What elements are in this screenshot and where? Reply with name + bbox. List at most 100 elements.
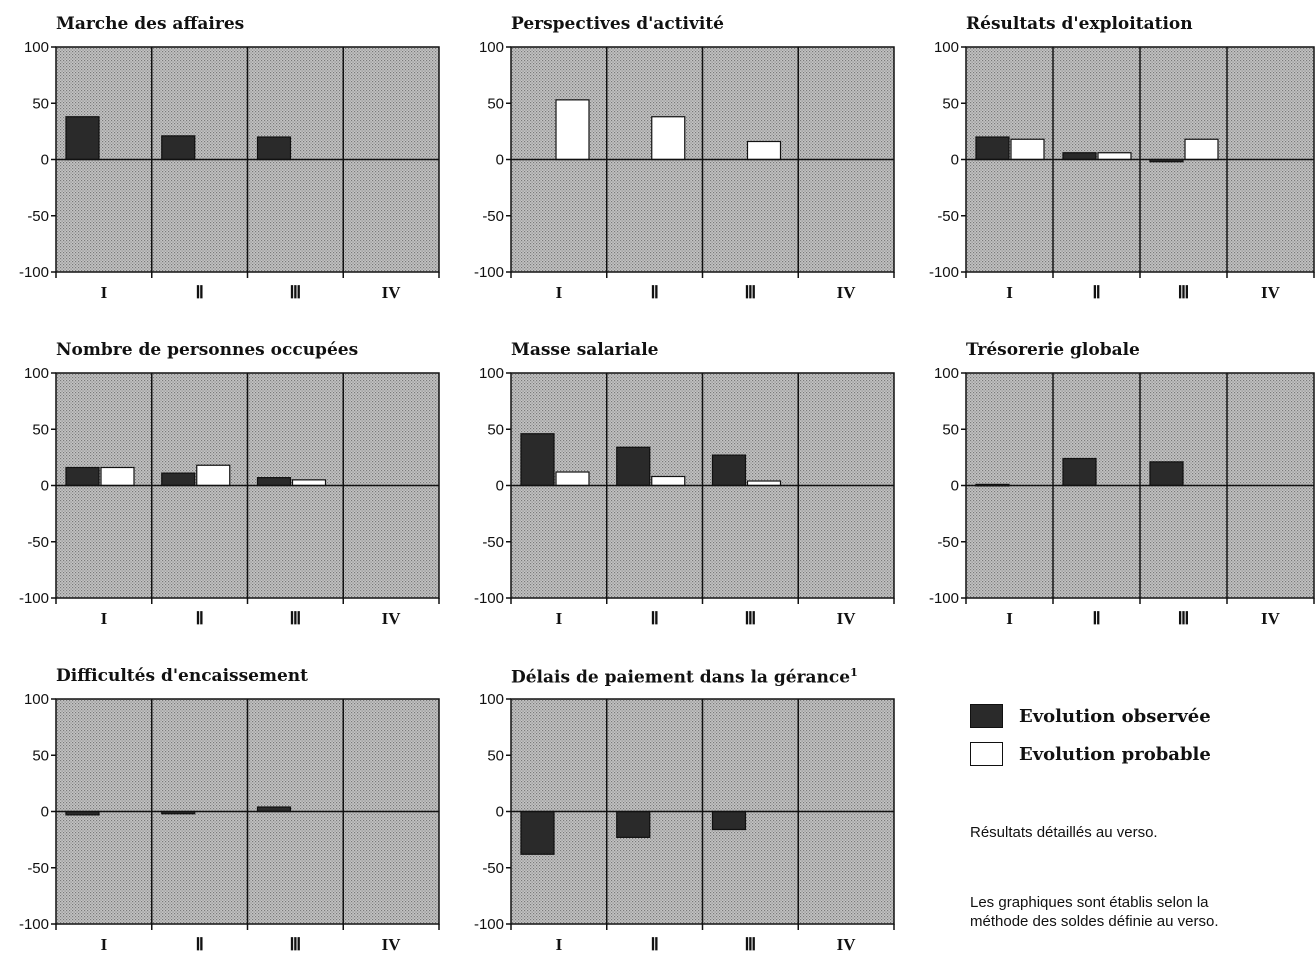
bar-probable-I — [1010, 138, 1045, 161]
chart-title: Perspectives d'activité — [511, 14, 724, 34]
bar-probable-II — [651, 475, 686, 487]
bar-chart: 100 50 0 -50 -100 I Ⅱ Ⅲ IV — [474, 39, 895, 302]
legend-swatch-probable — [970, 742, 1003, 766]
y-tick-label: -100 — [19, 264, 49, 281]
x-tick-label: IV — [1261, 283, 1281, 302]
bar-probable-III — [291, 479, 327, 487]
legend-label-probable: Evolution probable — [1019, 743, 1211, 765]
bar-observed-III — [711, 454, 747, 487]
bar-chart: 100 50 0 -50 -100 I Ⅱ Ⅲ IV — [19, 691, 440, 954]
x-tick-label: Ⅲ — [290, 609, 302, 628]
chart-title: Masse salariale — [511, 340, 659, 360]
chart-legend: Evolution observée Evolution probable — [970, 697, 1211, 773]
x-tick-label: Ⅱ — [195, 609, 203, 628]
bar-observed-I — [520, 433, 555, 487]
legend-item-observed: Evolution observée — [970, 697, 1211, 735]
y-tick-label: 0 — [41, 152, 49, 169]
chart-title: Marche des affaires — [56, 14, 245, 34]
y-tick-label: -100 — [929, 590, 959, 607]
chart-panel-tresorerie-globale: Trésorerie globale 100 50 0 -50 -100 I Ⅱ Ⅲ IV — [910, 326, 1315, 636]
y-tick-label: 0 — [496, 478, 504, 495]
chart-title: Trésorerie globale — [966, 340, 1140, 360]
chart-panel-marche-des-affaires: Marche des affaires 100 50 0 -50 -100 I Ⅱ Ⅲ IV — [0, 0, 440, 310]
x-tick-label: I — [101, 935, 108, 954]
x-tick-label: I — [556, 935, 563, 954]
legend-item-probable: Evolution probable — [970, 735, 1211, 773]
y-tick-label: 50 — [942, 421, 959, 438]
y-tick-label: -100 — [474, 264, 504, 281]
note-detail: Résultats détaillés au verso. — [970, 824, 1158, 841]
x-tick-label: Ⅲ — [745, 283, 757, 302]
chart-panel-nombre-personnes-occupees: Nombre de personnes occupées 100 50 0 -50 -1… — [0, 326, 440, 636]
bar-observed-II — [1062, 457, 1097, 487]
y-tick-label: -50 — [27, 860, 49, 877]
legend-swatch-observed — [970, 704, 1003, 728]
x-tick-label: Ⅱ — [1092, 283, 1100, 302]
chart-panel-difficultes-encaissement: Difficultés d'encaissement 100 50 0 -50 -100… — [0, 652, 440, 956]
bar-probable-I — [555, 471, 590, 487]
bar-chart: 100 50 0 -50 -100 I Ⅱ Ⅲ IV — [929, 39, 1315, 302]
y-tick-label: 50 — [487, 421, 504, 438]
x-tick-label: Ⅲ — [1178, 283, 1190, 302]
bar-chart: 100 50 0 -50 -100 I Ⅱ Ⅲ IV — [19, 39, 440, 302]
chart-title: Difficultés d'encaissement — [56, 666, 309, 686]
x-tick-label: Ⅱ — [195, 935, 203, 954]
x-tick-label: IV — [837, 935, 857, 954]
y-tick-label: 100 — [934, 365, 959, 382]
x-tick-label: I — [1006, 283, 1013, 302]
y-tick-label: 50 — [487, 95, 504, 112]
bar-observed-I — [65, 466, 100, 487]
x-tick-label: I — [1006, 609, 1013, 628]
x-tick-label: I — [101, 609, 108, 628]
bar-probable-III — [1184, 138, 1219, 161]
x-tick-label: IV — [1261, 609, 1281, 628]
y-tick-label: -100 — [474, 590, 504, 607]
x-tick-label: Ⅲ — [745, 609, 757, 628]
chart-panel-perspectives-activite: Perspectives d'activité 100 50 0 -50 -100 I Ⅱ Ⅲ… — [455, 0, 895, 310]
y-tick-label: 0 — [41, 478, 49, 495]
y-tick-label: 50 — [32, 421, 49, 438]
x-tick-label: I — [556, 283, 563, 302]
x-tick-label: Ⅱ — [650, 935, 658, 954]
x-tick-label: IV — [837, 283, 857, 302]
chart-panel-delais-de-paiement: Délais de paiement dans la gérance1 100 5… — [455, 652, 895, 956]
bar-probable-III — [746, 140, 782, 161]
y-tick-label: -50 — [937, 534, 959, 551]
x-tick-label: Ⅱ — [1092, 609, 1100, 628]
note-method-line-2: méthode des soldes définie au verso. — [970, 913, 1219, 930]
x-tick-label: IV — [382, 609, 402, 628]
bar-chart: 100 50 0 -50 -100 I Ⅱ Ⅲ IV — [474, 691, 895, 954]
y-tick-label: -100 — [19, 916, 49, 933]
x-tick-label: IV — [837, 609, 857, 628]
y-tick-label: -50 — [482, 534, 504, 551]
y-tick-label: -50 — [482, 860, 504, 877]
y-tick-label: 100 — [24, 365, 49, 382]
note-method-line-1: Les graphiques sont établis selon la — [970, 894, 1209, 911]
x-tick-label: Ⅲ — [290, 283, 302, 302]
y-tick-label: 0 — [951, 152, 959, 169]
y-tick-label: 100 — [24, 39, 49, 56]
bar-chart: 100 50 0 -50 -100 I Ⅱ Ⅲ IV — [929, 365, 1315, 628]
note-method: Les graphiques sont établis selon la mét… — [970, 893, 1219, 931]
bar-probable-II — [196, 464, 231, 487]
chart-title: Nombre de personnes occupées — [56, 340, 359, 360]
bar-observed-II — [161, 472, 196, 487]
y-tick-label: -100 — [474, 916, 504, 933]
y-tick-label: 100 — [24, 691, 49, 708]
bar-observed-I — [65, 116, 100, 161]
bar-observed-II — [1062, 152, 1097, 161]
y-tick-label: 100 — [479, 691, 504, 708]
bar-observed-I — [520, 810, 555, 855]
x-tick-label: Ⅱ — [650, 609, 658, 628]
y-tick-label: 50 — [32, 95, 49, 112]
y-tick-label: 100 — [934, 39, 959, 56]
x-tick-label: IV — [382, 283, 402, 302]
chart-title: Résultats d'exploitation — [966, 14, 1193, 34]
bar-observed-III — [1149, 461, 1184, 487]
bar-probable-II — [651, 116, 686, 161]
footnote-marker: 1 — [850, 666, 858, 679]
bar-probable-I — [100, 466, 135, 487]
bar-observed-II — [616, 810, 651, 838]
y-tick-label: 100 — [479, 365, 504, 382]
bar-chart: 100 50 0 -50 -100 I Ⅱ Ⅲ IV — [19, 365, 440, 628]
